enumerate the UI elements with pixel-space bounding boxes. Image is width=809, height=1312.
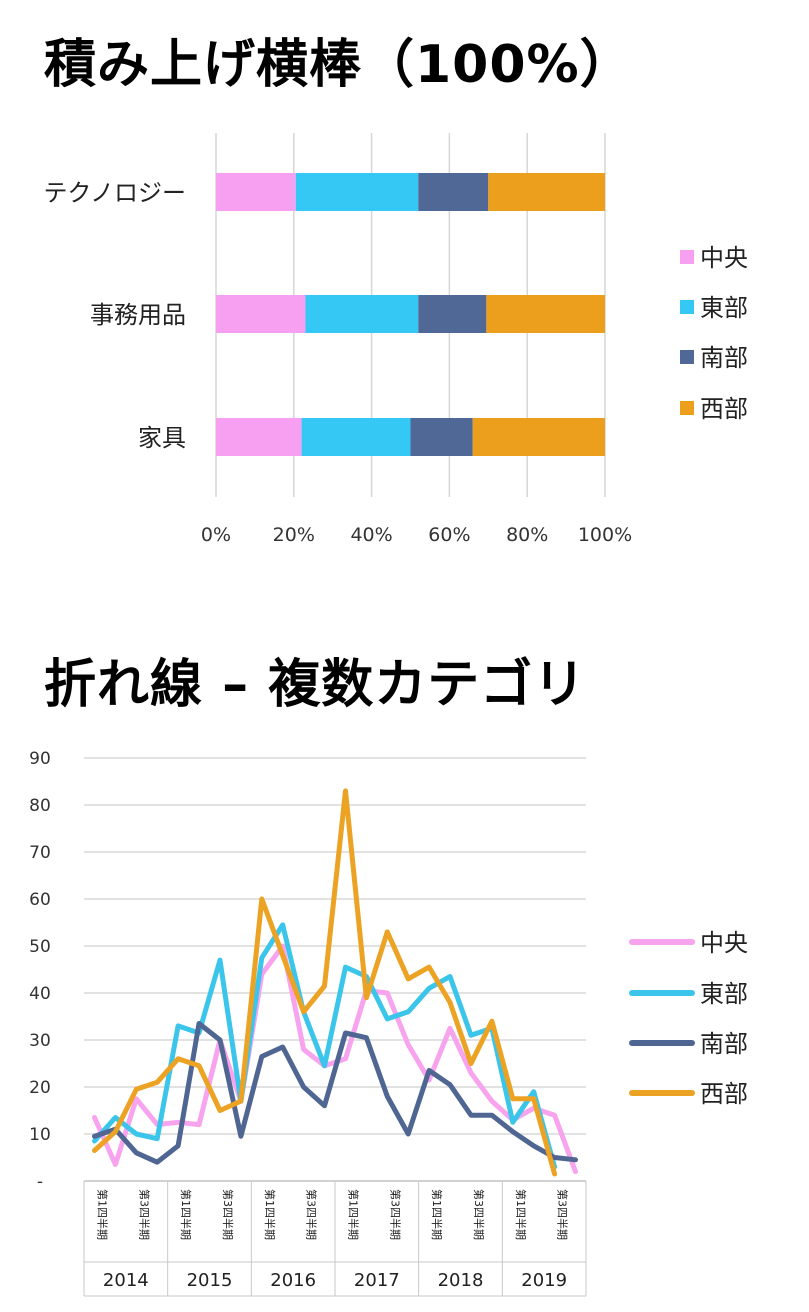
chart-title-line: 折れ線 – 複数カテゴリ [44, 655, 587, 715]
legend-label: 南部 [700, 344, 748, 372]
legend-label: 東部 [700, 294, 748, 322]
year-label: 2016 [270, 1270, 316, 1291]
bar-segment [486, 295, 605, 333]
y-tick-label: 90 [29, 749, 51, 769]
bar-segment [410, 418, 473, 456]
quarter-label: 第3四半期 [221, 1189, 235, 1240]
bar-segment [488, 173, 605, 211]
legend-swatch [680, 300, 694, 314]
legend-swatch [680, 250, 694, 264]
year-label: 2014 [103, 1270, 149, 1291]
category-label: 家具 [138, 424, 186, 452]
x-tick-label: 40% [350, 524, 392, 546]
quarter-label: 第3四半期 [556, 1189, 570, 1240]
legend-label: 南部 [700, 1030, 748, 1058]
y-tick-label: 30 [29, 1031, 51, 1051]
quarter-label: 第3四半期 [472, 1189, 486, 1240]
y-tick-label: 20 [29, 1078, 51, 1098]
bar-segment [216, 295, 306, 333]
quarter-label: 第3四半期 [305, 1189, 319, 1240]
y-tick-label: 50 [29, 937, 51, 957]
quarter-label: 第1四半期 [95, 1189, 109, 1240]
bar-segment [216, 173, 296, 211]
bar-segment [472, 418, 605, 456]
quarter-label: 第1四半期 [179, 1189, 193, 1240]
x-tick-label: 0% [201, 524, 231, 546]
quarter-label: 第3四半期 [388, 1189, 402, 1240]
quarter-label: 第1四半期 [514, 1189, 528, 1240]
year-label: 2015 [187, 1270, 233, 1291]
quarter-label: 第1四半期 [346, 1189, 360, 1240]
legend-label: 西部 [700, 395, 748, 423]
bar-segment [301, 418, 411, 456]
legend-label: 中央 [700, 244, 748, 272]
category-label: 事務用品 [90, 301, 186, 329]
year-label: 2017 [354, 1270, 400, 1291]
x-tick-label: 20% [273, 524, 315, 546]
year-label: 2019 [521, 1270, 567, 1291]
bar-segment [418, 173, 489, 211]
bar-segment [418, 295, 487, 333]
quarter-label: 第1四半期 [263, 1189, 277, 1240]
x-tick-label: 100% [578, 524, 632, 546]
bar-segment [295, 173, 419, 211]
legend-swatch [680, 401, 694, 415]
x-tick-label: 80% [506, 524, 548, 546]
y-tick-label: 40 [29, 984, 51, 1004]
y-tick-label: 80 [29, 796, 51, 816]
legend-label: 西部 [700, 1080, 748, 1108]
bar-segment [216, 418, 302, 456]
y-tick-label: 70 [29, 843, 51, 863]
year-label: 2018 [438, 1270, 484, 1291]
x-tick-label: 60% [428, 524, 470, 546]
legend-label: 中央 [700, 929, 748, 957]
y-tick-label: - [37, 1172, 43, 1192]
series-line [92, 922, 558, 1170]
quarter-label: 第3四半期 [137, 1189, 151, 1240]
category-label: テクノロジー [43, 179, 186, 207]
quarter-label: 第1四半期 [430, 1189, 444, 1240]
y-tick-label: 60 [29, 890, 51, 910]
legend-swatch [680, 350, 694, 364]
y-tick-label: 10 [29, 1125, 51, 1145]
series-line [92, 788, 558, 1177]
chart-title-stacked-bar: 積み上げ横棒（100%） [44, 35, 633, 95]
bar-segment [305, 295, 419, 333]
series-line [92, 1021, 578, 1165]
legend-label: 東部 [700, 980, 748, 1008]
